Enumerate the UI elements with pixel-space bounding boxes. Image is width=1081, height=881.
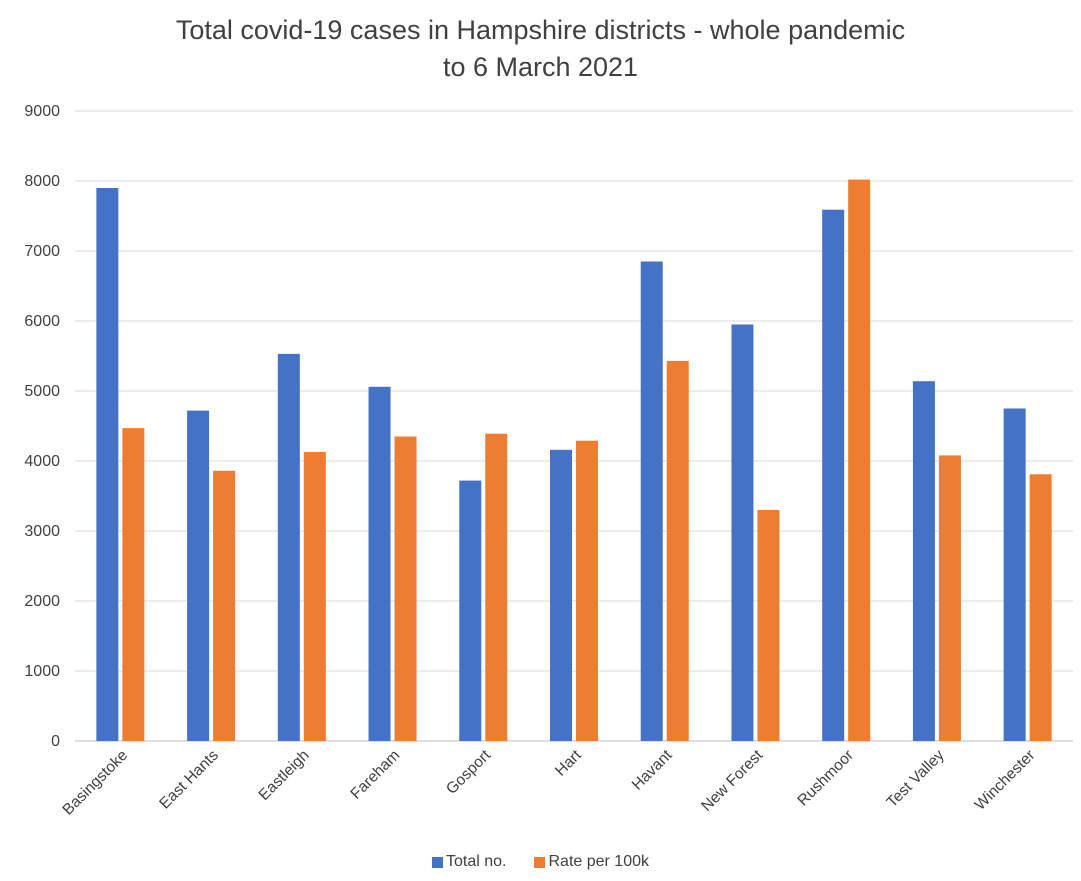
legend-item-series-1: Rate per 100k — [534, 853, 649, 871]
y-tick-label: 5000 — [24, 383, 60, 400]
x-tick-label: Test Valley — [884, 747, 948, 811]
x-tick-label: New Forest — [698, 746, 767, 815]
legend: Total no. Rate per 100k — [0, 853, 1081, 871]
y-tick-label: 7000 — [24, 243, 60, 260]
bar-1 — [666, 360, 689, 741]
bar-1 — [938, 455, 961, 741]
y-tick-label: 0 — [51, 733, 60, 750]
bar-1 — [213, 470, 236, 741]
bar-1 — [394, 436, 417, 741]
legend-swatch-series-1 — [534, 856, 546, 868]
bar-0 — [368, 386, 391, 741]
bar-0 — [912, 381, 935, 741]
bar-1 — [848, 179, 871, 742]
x-tick-label: Eastleigh — [256, 747, 313, 804]
y-tick-label: 3000 — [24, 523, 60, 540]
x-tick-label: Gosport — [443, 746, 494, 797]
y-tick-label: 9000 — [24, 103, 60, 120]
x-tick-label: Fareham — [347, 747, 403, 803]
bar-1 — [122, 428, 145, 741]
legend-label-series-0: Total no. — [446, 853, 507, 870]
bar-1 — [1029, 474, 1052, 741]
bar-1 — [485, 433, 508, 741]
bar-1 — [757, 510, 780, 741]
legend-swatch-series-0 — [432, 856, 443, 868]
chart-title-line1: Total covid-19 cases in Hampshire distri… — [175, 15, 906, 45]
x-tick-label: East Hants — [156, 747, 222, 813]
bar-0 — [1003, 408, 1026, 741]
bar-0 — [277, 353, 300, 741]
bar-0 — [459, 480, 482, 741]
y-tick-label: 2000 — [24, 593, 60, 610]
bar-0 — [822, 209, 845, 741]
bar-1 — [303, 451, 326, 741]
chart-title-line2: to 6 March 2021 — [442, 52, 639, 82]
chart-title: Total covid-19 cases in Hampshire distri… — [0, 12, 1081, 86]
bar-0 — [96, 188, 119, 741]
bar-0 — [550, 449, 572, 741]
bar-1 — [576, 440, 598, 741]
y-tick-label: 8000 — [24, 173, 60, 190]
legend-label-series-1: Rate per 100k — [548, 853, 649, 870]
y-tick-label: 1000 — [24, 663, 60, 680]
y-tick-label: 6000 — [24, 313, 60, 330]
bar-0 — [640, 261, 663, 741]
x-tick-label: Winchester — [972, 747, 1039, 814]
x-tick-label: Rushmoor — [794, 747, 857, 810]
x-tick-label: Havant — [629, 746, 676, 793]
y-tick-label: 4000 — [24, 453, 60, 470]
bar-0 — [731, 324, 754, 741]
x-tick-label: Basingstoke — [59, 747, 131, 819]
bar-0 — [187, 410, 210, 741]
legend-item-series-0: Total no. — [432, 853, 506, 871]
x-tick-label: Hart — [552, 746, 585, 779]
